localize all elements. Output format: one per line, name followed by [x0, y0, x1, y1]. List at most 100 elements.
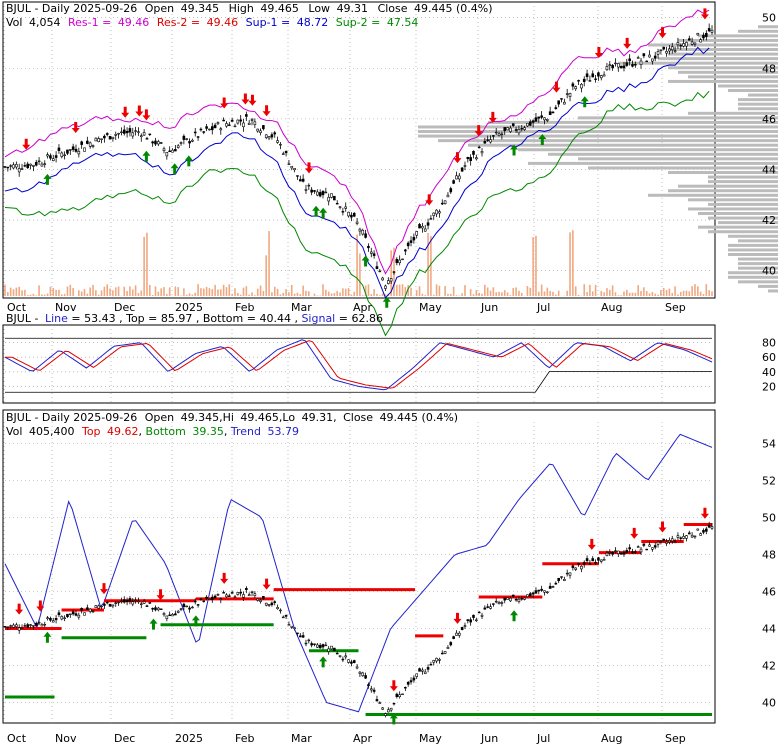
price-candle-body — [230, 119, 234, 122]
volume-bar — [83, 289, 86, 296]
price-candle-body — [651, 58, 654, 62]
price-candle-body — [364, 233, 367, 238]
price-candle-body — [196, 604, 200, 606]
volume-profile-bar — [708, 175, 778, 179]
volume-bar — [305, 290, 307, 296]
volume-bar — [222, 284, 225, 296]
price-candle-body — [440, 652, 444, 655]
price-candle-body — [324, 644, 328, 647]
price-candle-body — [171, 614, 174, 617]
price-candle-body — [57, 612, 61, 616]
volume-bar — [197, 284, 199, 296]
signal-series — [5, 340, 713, 389]
sell-arrow — [262, 105, 271, 117]
price-candle-body — [298, 635, 302, 638]
volume-bar — [112, 290, 114, 296]
price-candle-body — [378, 702, 382, 704]
price-candle-body — [216, 122, 220, 125]
price-candle-body — [304, 189, 308, 191]
x-tick-label: Aug — [601, 301, 622, 314]
volume-bar — [648, 293, 651, 296]
price-candle-body — [176, 610, 180, 613]
price-candle-body — [125, 130, 129, 134]
volume-bar — [557, 290, 560, 296]
volume-profile-bar — [748, 93, 778, 97]
price-candle-body — [421, 226, 424, 229]
volume-profile-bar — [738, 107, 778, 111]
price-candle-body — [20, 168, 24, 170]
price-candle-body — [202, 131, 206, 133]
price-candle-body — [208, 128, 211, 131]
price-candle-body — [293, 627, 296, 630]
y-tick-label: 48 — [762, 62, 776, 75]
volume-bar — [688, 291, 691, 296]
price-candle-body — [707, 525, 711, 528]
price-candle-body — [236, 119, 240, 124]
volume-profile-bar — [668, 66, 778, 70]
price-candle-body — [122, 599, 126, 603]
x-tick-label: Jul — [536, 732, 550, 745]
price-candle-body — [449, 188, 453, 193]
volume-bar — [378, 295, 381, 296]
volume-bar — [322, 284, 324, 296]
price-candle-body — [46, 617, 49, 619]
volume-profile-bar — [698, 225, 778, 229]
volume-bar — [168, 287, 171, 296]
price-candle-body — [665, 541, 668, 544]
volume-bar — [574, 286, 577, 296]
volume-profile-bar — [698, 34, 778, 38]
volume-bar — [591, 291, 594, 296]
volume-profile-bar — [528, 161, 778, 165]
price-candle-body — [429, 664, 433, 666]
volume-bar — [679, 291, 682, 296]
volume-bar — [134, 285, 137, 296]
volume-bar — [512, 287, 515, 296]
price-candle-body — [310, 643, 313, 646]
volume-bar — [444, 285, 446, 296]
price-candle-body — [543, 117, 546, 121]
price-candle-body — [619, 65, 623, 69]
price-candle-body — [597, 557, 600, 561]
price-candle-body — [304, 642, 308, 645]
price-candle-body — [494, 131, 498, 134]
price-candle-body — [233, 125, 237, 128]
price-candle-body — [276, 140, 279, 143]
volume-profile-bar — [758, 25, 778, 29]
volume-bar — [117, 286, 120, 296]
volume-bar — [364, 285, 367, 296]
price-candle-body — [696, 528, 700, 531]
sell-arrow — [552, 81, 561, 93]
price-candle-body — [318, 644, 322, 649]
price-candle-body — [653, 545, 657, 548]
volume-bar — [293, 293, 296, 296]
price-candle-body — [398, 259, 401, 264]
volume-bar — [455, 295, 458, 296]
volume-bar — [583, 284, 586, 296]
volume-profile-bar — [738, 98, 778, 102]
price-candle-body — [483, 141, 487, 144]
price-candle-body — [137, 600, 140, 603]
price-candle-body — [40, 624, 44, 627]
price-candle-body — [466, 156, 470, 160]
price-candle-body — [520, 598, 524, 600]
price-candle-body — [511, 123, 515, 126]
price-candle-body — [511, 594, 515, 597]
price-candle-body — [213, 595, 217, 599]
price-candle-body — [480, 614, 484, 617]
price-candle-body — [242, 594, 245, 598]
price-candle-body — [9, 625, 12, 627]
buy-arrow — [319, 207, 328, 219]
x-tick-label: Mar — [291, 732, 312, 745]
volume-bar — [205, 287, 208, 296]
sup1-line — [4, 46, 710, 299]
volume-bar — [342, 288, 344, 296]
price-candle-body — [162, 613, 166, 616]
volume-bar — [711, 291, 713, 296]
buy-arrow — [510, 144, 519, 156]
price-candle-body — [457, 632, 461, 636]
price-candle-body — [472, 614, 475, 618]
price-candle-body — [455, 175, 458, 180]
price-candle-body — [497, 133, 501, 136]
volume-profile-bar — [668, 79, 778, 83]
volume-bar — [273, 286, 276, 296]
